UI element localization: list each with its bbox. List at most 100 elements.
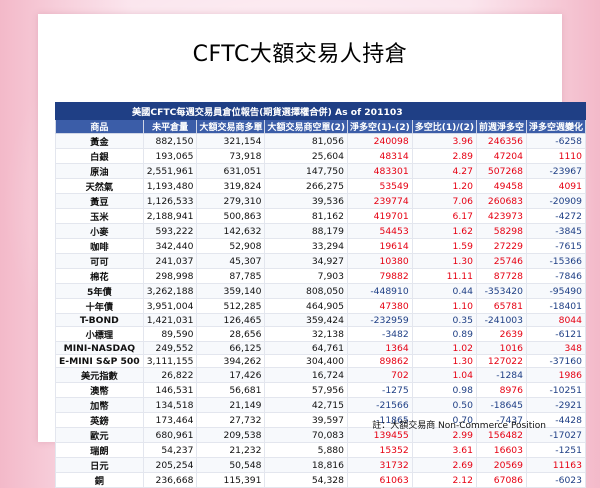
slide-title: CFTC大額交易人持倉	[192, 42, 408, 67]
cell-short: 57,956	[264, 382, 348, 398]
cell-net: 61063	[346, 472, 413, 488]
cell-open-interest: 193,065	[142, 148, 198, 164]
col-header-prev-net: 前週淨多空	[475, 119, 527, 134]
cell-net: 89862	[346, 354, 413, 368]
cell-prev-net: -241003	[475, 313, 527, 327]
name: 5年債	[55, 283, 144, 299]
slide: CFTC大額交易人持倉 美國CFTC每週交易員倉位報告(期貨選擇權合併) As …	[38, 14, 587, 488]
cell-prev-net: 246356	[475, 133, 527, 149]
cell-open-interest: 680,961	[142, 427, 198, 443]
table-row: 玉米 2,188,941 500,863 81,162 419701 6.17 423973…	[55, 208, 587, 224]
cell-net-change: 1110	[525, 148, 587, 164]
name: 十年債	[55, 298, 144, 314]
cell-long: 27,732	[196, 412, 266, 428]
cell-short: 42,715	[264, 397, 348, 413]
cell-net-change: -10251	[525, 382, 587, 398]
table-row: 歐元 680,961 209,538 70,083 139455 2.99 156482 -1…	[55, 427, 587, 443]
cell-net-change: -95490	[525, 283, 587, 299]
table-row: 咖啡 342,440 52,908 33,294 19614 1.59 27229 -7615	[55, 238, 587, 254]
cell-ratio: 1.59	[411, 238, 477, 254]
table-row: 黃金 882,150 321,154 81,056 240098 3.96 246356 -6…	[55, 133, 587, 149]
name: 可可	[55, 253, 144, 269]
cell-open-interest: 3,262,188	[142, 283, 198, 299]
table-row: 可可 241,037 45,307 34,927 10380 1.30 25746 -1536…	[55, 253, 587, 269]
cell-net-change: -37160	[525, 354, 587, 368]
cell-net-change: -4272	[525, 208, 587, 224]
cell-open-interest: 298,998	[142, 268, 198, 284]
cell-open-interest: 3,951,004	[142, 298, 198, 314]
cell-short: 39,597	[264, 412, 348, 428]
cell-ratio: 0.89	[411, 326, 477, 342]
cell-ratio: 1.20	[411, 178, 477, 194]
cell-prev-net: -7437	[475, 412, 527, 428]
name: T-BOND	[55, 313, 144, 327]
cell-long: 56,681	[196, 382, 266, 398]
cell-long: 321,154	[196, 133, 266, 149]
cell-ratio: 6.17	[411, 208, 477, 224]
cell-net: -1275	[346, 382, 413, 398]
cell-net: 483301	[346, 163, 413, 179]
cell-open-interest: 236,668	[142, 472, 198, 488]
cell-short: 25,604	[264, 148, 348, 164]
cell-short: 81,056	[264, 133, 348, 149]
cell-ratio: 11.11	[411, 268, 477, 284]
cell-net: 15352	[346, 442, 413, 458]
col-header-long: 大額交易商多單	[196, 119, 266, 134]
cell-long: 28,656	[196, 326, 266, 342]
cell-open-interest: 2,551,961	[142, 163, 198, 179]
cell-long: 87,785	[196, 268, 266, 284]
cell-net-change: -17027	[525, 427, 587, 443]
cell-net: -232959	[346, 313, 413, 327]
name: MINI-NASDAQ	[55, 341, 144, 355]
cell-open-interest: 241,037	[142, 253, 198, 269]
cell-short: 33,294	[264, 238, 348, 254]
cell-short: 88,179	[264, 223, 348, 239]
cell-net: 47380	[346, 298, 413, 314]
name: 英鎊	[55, 412, 144, 428]
table-row: 澳幣 146,531 56,681 57,956 -1275 0.98 8976 -10251	[55, 382, 587, 398]
cell-prev-net: 20569	[475, 457, 527, 473]
cell-net-change: 1986	[525, 367, 587, 383]
cell-long: 126,465	[196, 313, 266, 327]
cell-prev-net: 47204	[475, 148, 527, 164]
cell-prev-net: 16603	[475, 442, 527, 458]
cell-prev-net: 27229	[475, 238, 527, 254]
cell-long: 359,140	[196, 283, 266, 299]
cell-ratio: 1.62	[411, 223, 477, 239]
cell-ratio: 0.44	[411, 283, 477, 299]
cell-net: 53549	[346, 178, 413, 194]
cell-short: 32,138	[264, 326, 348, 342]
name: 澳幣	[55, 382, 144, 398]
cell-open-interest: 173,464	[142, 412, 198, 428]
cell-open-interest: 593,222	[142, 223, 198, 239]
cftc-position-table: 美國CFTC每週交易員倉位報告(期貨選擇權合併) As of 201103 商品…	[55, 102, 587, 488]
cell-ratio: 3.61	[411, 442, 477, 458]
name: 歐元	[55, 427, 144, 443]
cell-open-interest: 1,421,031	[142, 313, 198, 327]
col-header-commodity: 商品	[55, 119, 144, 134]
table-row: 小麥 593,222 142,632 88,179 54453 1.62 58298 -384…	[55, 223, 587, 239]
table-row: 十年債 3,951,004 512,285 464,905 47380 1.10 65781…	[55, 298, 587, 314]
table-header-row: 商品 未平倉量 大額交易商多單 大額交易商空單(2) 淨多空(1)-(2) 多空…	[55, 119, 587, 134]
cell-long: 21,232	[196, 442, 266, 458]
cell-net: 54453	[346, 223, 413, 239]
cell-prev-net: 2639	[475, 326, 527, 342]
cell-short: 5,880	[264, 442, 348, 458]
table-row: 小標理 89,590 28,656 32,138 -3482 0.89 2639 -6121	[55, 326, 587, 342]
cell-net: 31732	[346, 457, 413, 473]
cell-open-interest: 146,531	[142, 382, 198, 398]
cell-net-change: -7846	[525, 268, 587, 284]
cell-ratio: 2.89	[411, 148, 477, 164]
cell-open-interest: 342,440	[142, 238, 198, 254]
table-row: 瑞朗 54,237 21,232 5,880 15352 3.61 16603 -1251	[55, 442, 587, 458]
cell-net-change: -18401	[525, 298, 587, 314]
table-row: 銅 236,668 115,391 54,328 61063 2.12 67086 -6023	[55, 472, 587, 488]
cell-net: -3482	[346, 326, 413, 342]
table-row: 美元指數 26,822 17,426 16,724 702 1.04 -1284 1986	[55, 367, 587, 383]
cell-net-change: -20909	[525, 193, 587, 209]
cell-prev-net: 127022	[475, 354, 527, 368]
col-header-net-change: 淨多空週變化	[525, 119, 587, 134]
cell-ratio: 0.98	[411, 382, 477, 398]
cell-prev-net: 87728	[475, 268, 527, 284]
name: 黃豆	[55, 193, 144, 209]
